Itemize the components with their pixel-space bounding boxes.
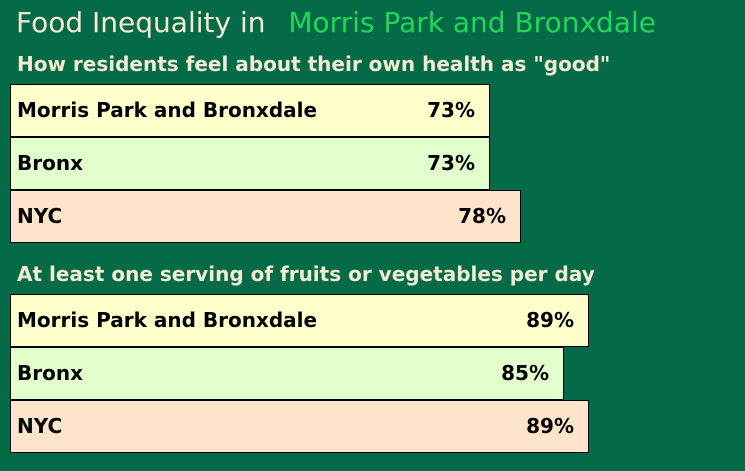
page-title: Food Inequality in Morris Park and Bronx… bbox=[16, 4, 656, 42]
bar-value-label: 73% bbox=[427, 98, 475, 122]
chart-2-title: At least one serving of fruits or vegeta… bbox=[17, 262, 595, 286]
bar: Morris Park and Bronxdale 73% bbox=[10, 84, 490, 137]
bar: Morris Park and Bronxdale 89% bbox=[10, 294, 589, 347]
bar-value-label: 78% bbox=[458, 204, 506, 228]
bar-label: NYC bbox=[17, 414, 63, 438]
bar-value-label: 73% bbox=[427, 151, 475, 175]
bar-label: NYC bbox=[17, 204, 63, 228]
bar: Bronx 73% bbox=[10, 137, 490, 190]
title-place: Morris Park and Bronxdale bbox=[288, 6, 656, 39]
bar-value-label: 89% bbox=[526, 308, 574, 332]
bar: NYC 89% bbox=[10, 400, 589, 453]
bar: NYC 78% bbox=[10, 190, 521, 243]
bar-value-label: 85% bbox=[501, 361, 549, 385]
bar-value-label: 89% bbox=[526, 414, 574, 438]
bar-label: Bronx bbox=[17, 151, 83, 175]
bar-label: Bronx bbox=[17, 361, 83, 385]
bar-label: Morris Park and Bronxdale bbox=[17, 308, 318, 332]
title-prefix: Food Inequality in bbox=[16, 6, 266, 39]
bar-label: Morris Park and Bronxdale bbox=[17, 98, 318, 122]
bar: Bronx 85% bbox=[10, 347, 564, 400]
chart-1-title: How residents feel about their own healt… bbox=[17, 52, 611, 76]
